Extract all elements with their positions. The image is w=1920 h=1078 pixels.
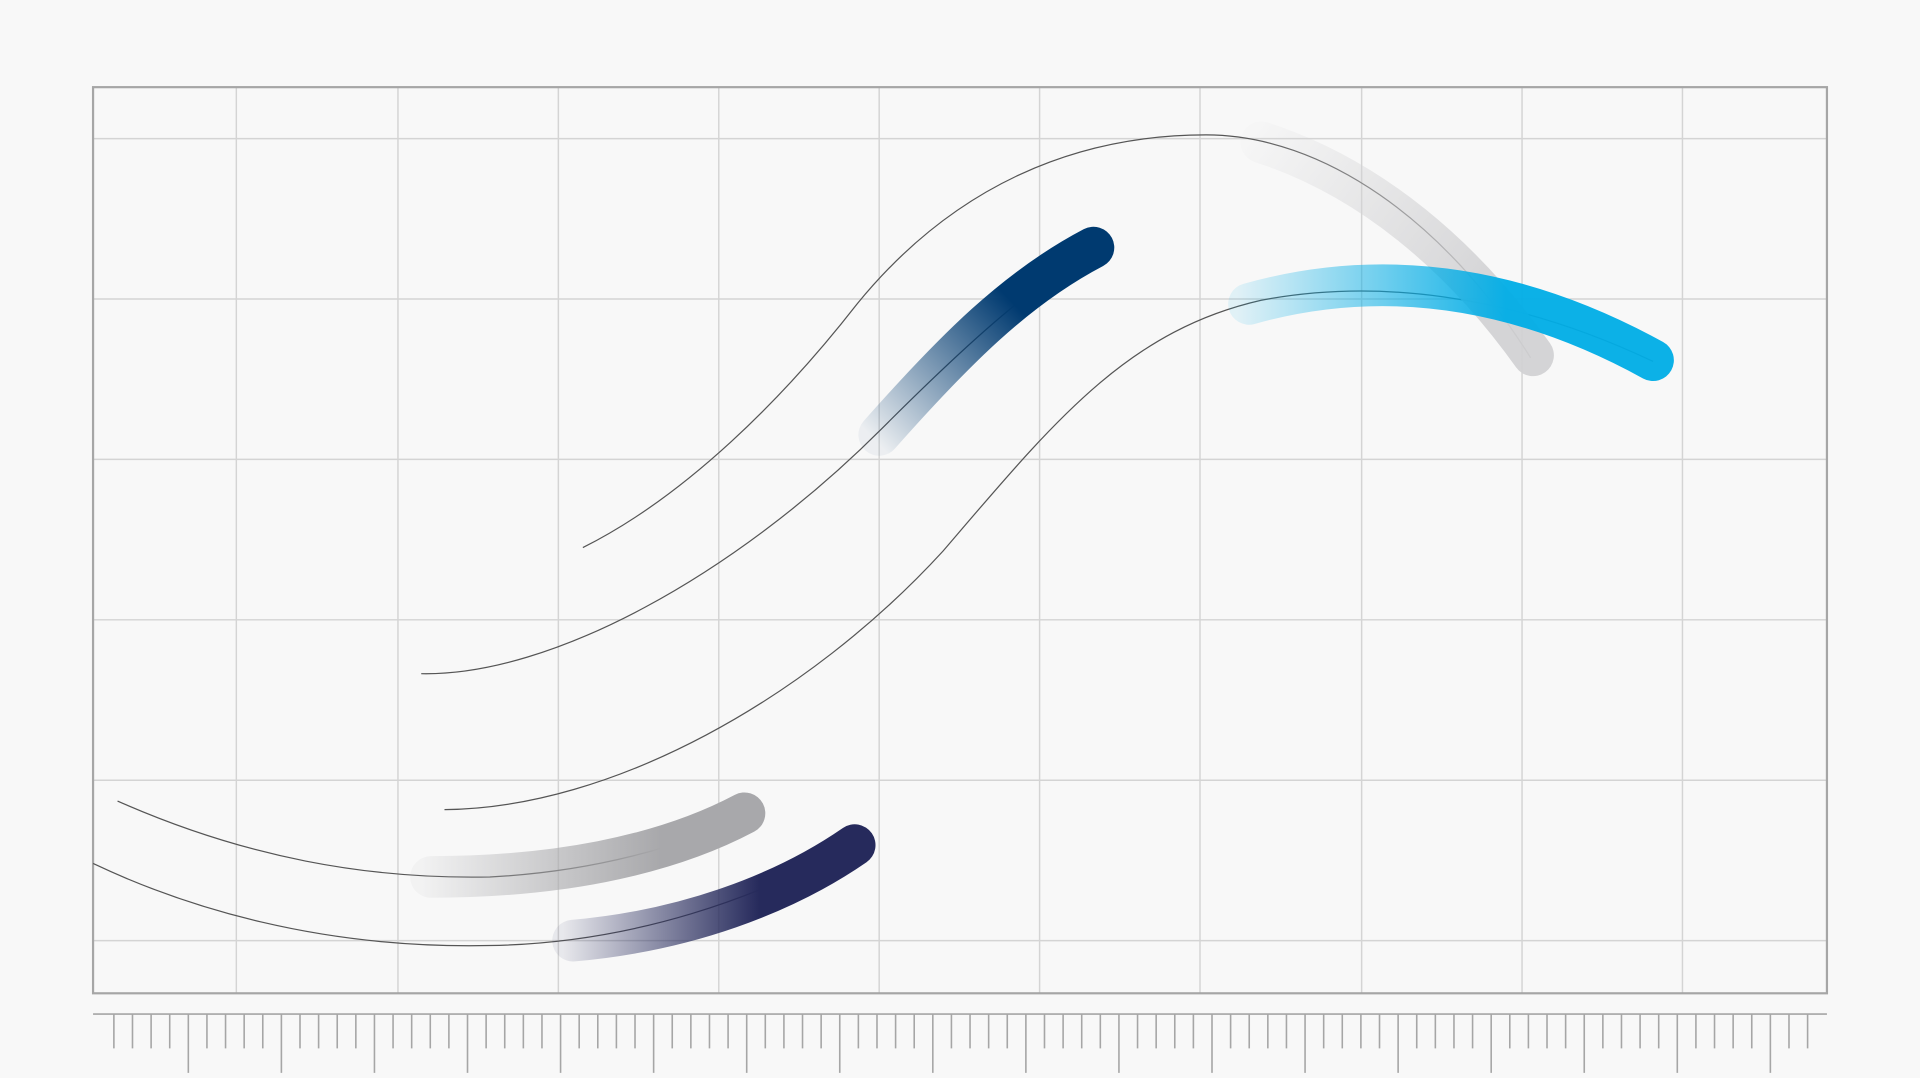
tick-ruler xyxy=(93,1013,1827,1073)
cyan-stroke xyxy=(1228,264,1674,382)
dark-blue-stroke xyxy=(858,226,1115,456)
light-gray-stroke xyxy=(1240,121,1554,377)
plot-frame xyxy=(91,86,1829,995)
navy-stroke xyxy=(552,824,876,962)
thin-curve-3 xyxy=(444,290,1654,811)
mid-gray-stroke xyxy=(410,792,766,898)
grid xyxy=(93,87,1827,994)
